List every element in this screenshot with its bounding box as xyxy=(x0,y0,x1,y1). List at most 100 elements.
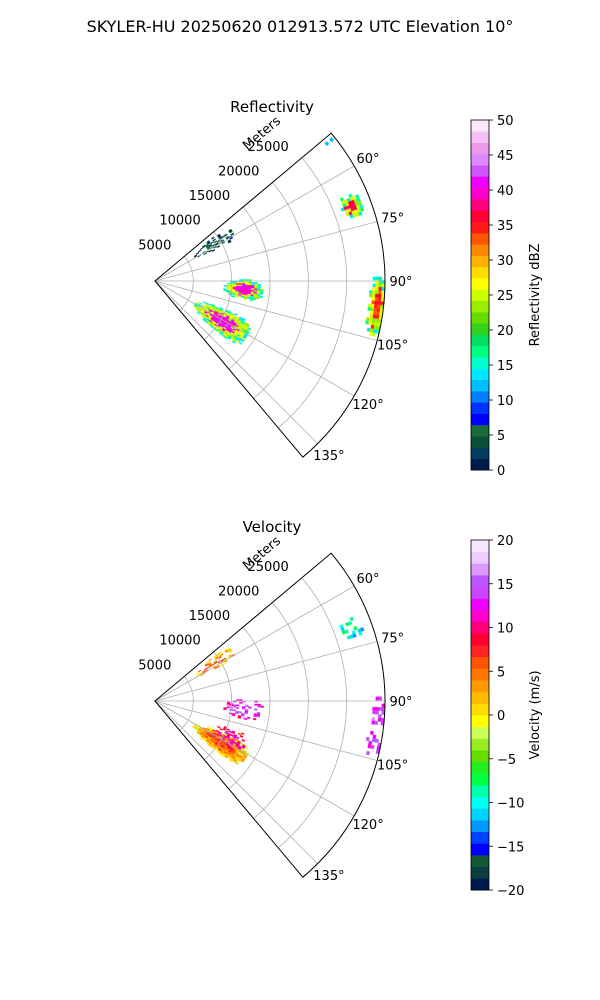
azimuth-tick-label: 90° xyxy=(389,695,412,710)
colorbar-segment xyxy=(471,379,489,392)
colorbar-segment xyxy=(471,575,489,588)
echo-gate xyxy=(372,283,376,288)
colorbar-segment xyxy=(471,165,489,177)
echo-gate xyxy=(196,311,200,315)
echo-gate xyxy=(377,717,382,722)
echo-gate xyxy=(369,290,373,295)
echo-gate xyxy=(237,732,242,736)
panel-reflectivity: Reflectivity500010000150002000025000Mete… xyxy=(138,98,543,479)
echo-gate xyxy=(252,297,257,301)
echo-gate xyxy=(378,276,383,281)
colorbar-tick-label: 25 xyxy=(497,289,514,304)
echo-gate xyxy=(246,296,251,300)
echo-gate xyxy=(198,302,203,305)
echo-gate xyxy=(378,287,383,292)
echo-gate xyxy=(243,717,248,720)
echo-gate xyxy=(229,230,233,234)
echo-gate xyxy=(218,650,223,655)
echo-gate xyxy=(372,710,376,715)
colorbar-segment xyxy=(471,610,489,623)
azimuth-tick-label: 75° xyxy=(381,631,404,646)
colorbar-segment xyxy=(471,221,489,234)
colorbar-tick-label: 15 xyxy=(497,359,514,374)
echo-gate xyxy=(230,232,235,236)
colorbar-segment xyxy=(471,855,489,868)
echo-gate xyxy=(371,332,377,337)
echo-gate xyxy=(375,696,380,701)
colorbar-tick-label: 0 xyxy=(497,709,505,724)
colorbar-tick-label: −15 xyxy=(497,840,524,855)
colorbar-segment xyxy=(471,738,489,751)
range-tick-label: 20000 xyxy=(218,164,259,179)
echo-gate xyxy=(372,734,377,739)
echo-gate xyxy=(353,625,358,631)
colorbar-segment xyxy=(471,703,489,716)
echo-gate xyxy=(208,658,213,662)
colorbar-tick-label: 45 xyxy=(497,149,514,164)
echo-far-north xyxy=(339,616,365,640)
echo-gate xyxy=(229,747,234,751)
sector-frame xyxy=(154,552,386,878)
colorbar-segment xyxy=(471,176,489,189)
echo-gate xyxy=(377,301,382,306)
echo-gate xyxy=(324,141,330,147)
colorbar-segment xyxy=(471,210,489,223)
colorbar: 0 5 10 15 20 25 30 35 40 45 50 Reflectivity dBZ xyxy=(470,114,543,479)
echo-gate xyxy=(239,734,244,738)
echo-gate xyxy=(371,717,376,722)
colorbar-segment xyxy=(471,715,489,728)
echo-gate xyxy=(370,730,374,735)
colorbar-segment xyxy=(471,563,489,576)
echo-gate xyxy=(371,293,376,298)
echo-gate xyxy=(358,631,363,636)
echo-gate xyxy=(254,703,258,706)
echo-gate xyxy=(368,293,373,298)
range-ring xyxy=(228,626,271,790)
colorbar-segment xyxy=(471,278,489,290)
echo-gate xyxy=(374,738,379,743)
panels: Reflectivity500010000150002000025000Mete… xyxy=(138,98,543,899)
azimuth-line xyxy=(154,641,378,702)
colorbar-tick-label: 50 xyxy=(497,114,514,129)
echo-gate xyxy=(238,711,242,714)
range-tick-label: 5000 xyxy=(138,658,171,673)
azimuth-line xyxy=(154,700,318,864)
echo-gate xyxy=(240,338,245,343)
echo-gate xyxy=(251,282,255,285)
echo-gate xyxy=(216,245,221,249)
echo-gate xyxy=(236,758,241,763)
echo-gate xyxy=(241,707,246,710)
azimuth-tick-label: 105° xyxy=(377,339,408,354)
echo-gate xyxy=(232,736,237,740)
colorbar-segment xyxy=(471,761,489,774)
echo-gate xyxy=(238,341,243,345)
echo-gate xyxy=(374,720,379,725)
echo-gate xyxy=(249,298,254,302)
colorbar-segment xyxy=(471,726,489,739)
echo-gate xyxy=(246,716,251,720)
echo-gate xyxy=(240,759,245,763)
echo-gate xyxy=(254,282,258,285)
echo-gate xyxy=(371,300,376,305)
echo-gate xyxy=(375,276,380,281)
echo-gate xyxy=(349,616,354,622)
colorbar-segment xyxy=(471,413,489,426)
echo-gate xyxy=(253,714,257,718)
echo-gate xyxy=(371,297,376,302)
echo-gate xyxy=(226,706,231,709)
azimuth-line xyxy=(154,165,355,282)
echo-gate xyxy=(259,292,264,295)
colorbar-segment xyxy=(471,311,489,324)
colorbar-segment xyxy=(471,447,489,460)
colorbar-tick-label: 35 xyxy=(497,219,514,234)
echo-gate xyxy=(375,283,380,288)
colorbar-tick-label: −20 xyxy=(497,884,524,899)
echo-gate xyxy=(193,255,198,258)
echo-gate xyxy=(373,304,378,309)
echo-gate xyxy=(365,750,371,756)
echo-gate xyxy=(226,282,231,285)
colorbar-segment xyxy=(471,551,489,564)
azimuth-tick-label: 135° xyxy=(313,449,344,464)
range-ring xyxy=(277,577,348,849)
